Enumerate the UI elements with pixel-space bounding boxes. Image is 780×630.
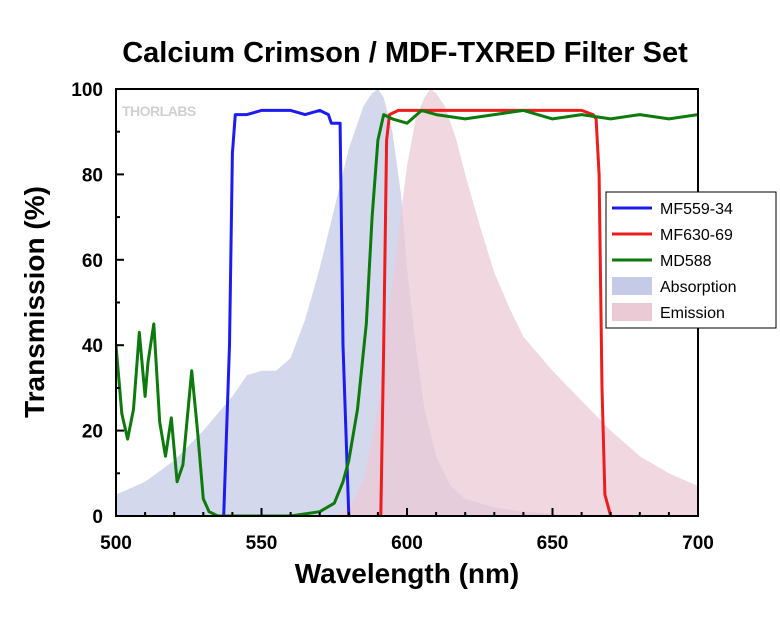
x-tick-label: 500: [100, 533, 132, 554]
x-tick-label: 700: [682, 533, 714, 554]
y-axis-label: Transmission (%): [19, 186, 50, 418]
x-tick-label: 600: [391, 533, 423, 554]
axis-tick-labels: 500 550 600 650 700 0 20 40 60 80 100: [71, 80, 714, 554]
area-series-group: [116, 89, 698, 516]
legend: MF559-34 MF630-69 MD588 Absorption Emission: [605, 191, 777, 329]
mf630-69-legend-label: MF630-69: [660, 227, 733, 244]
y-tick-label: 40: [82, 336, 103, 357]
absorption-legend-label: Absorption: [660, 279, 737, 296]
thorlabs-watermark: THORLABS: [122, 103, 196, 119]
chart-title: Calcium Crimson / MDF-TXRED Filter Set: [122, 37, 688, 69]
axis-ticks: [115, 88, 699, 517]
md588-line: [116, 108, 698, 516]
x-tick-label: 650: [537, 533, 569, 554]
mf559-34-line: [222, 108, 351, 516]
line-series-group: [116, 108, 698, 516]
mf559-34-legend-label: MF559-34: [660, 201, 733, 218]
x-axis-label: Wavelength (nm): [295, 558, 520, 589]
y-tick-label: 60: [82, 251, 103, 272]
md588-legend-label: MD588: [660, 253, 712, 270]
y-tick-label: 100: [71, 80, 103, 101]
emission-area: [334, 89, 698, 516]
y-tick-label: 80: [82, 165, 103, 186]
emission-legend-swatch: [612, 303, 652, 321]
emission-legend-label: Emission: [660, 305, 725, 322]
x-tick-label: 550: [246, 533, 278, 554]
y-tick-label: 20: [82, 422, 103, 443]
mf630-69-line: [379, 108, 613, 516]
y-tick-label: 0: [92, 507, 103, 528]
absorption-legend-swatch: [612, 277, 652, 295]
absorption-area: [116, 89, 582, 516]
